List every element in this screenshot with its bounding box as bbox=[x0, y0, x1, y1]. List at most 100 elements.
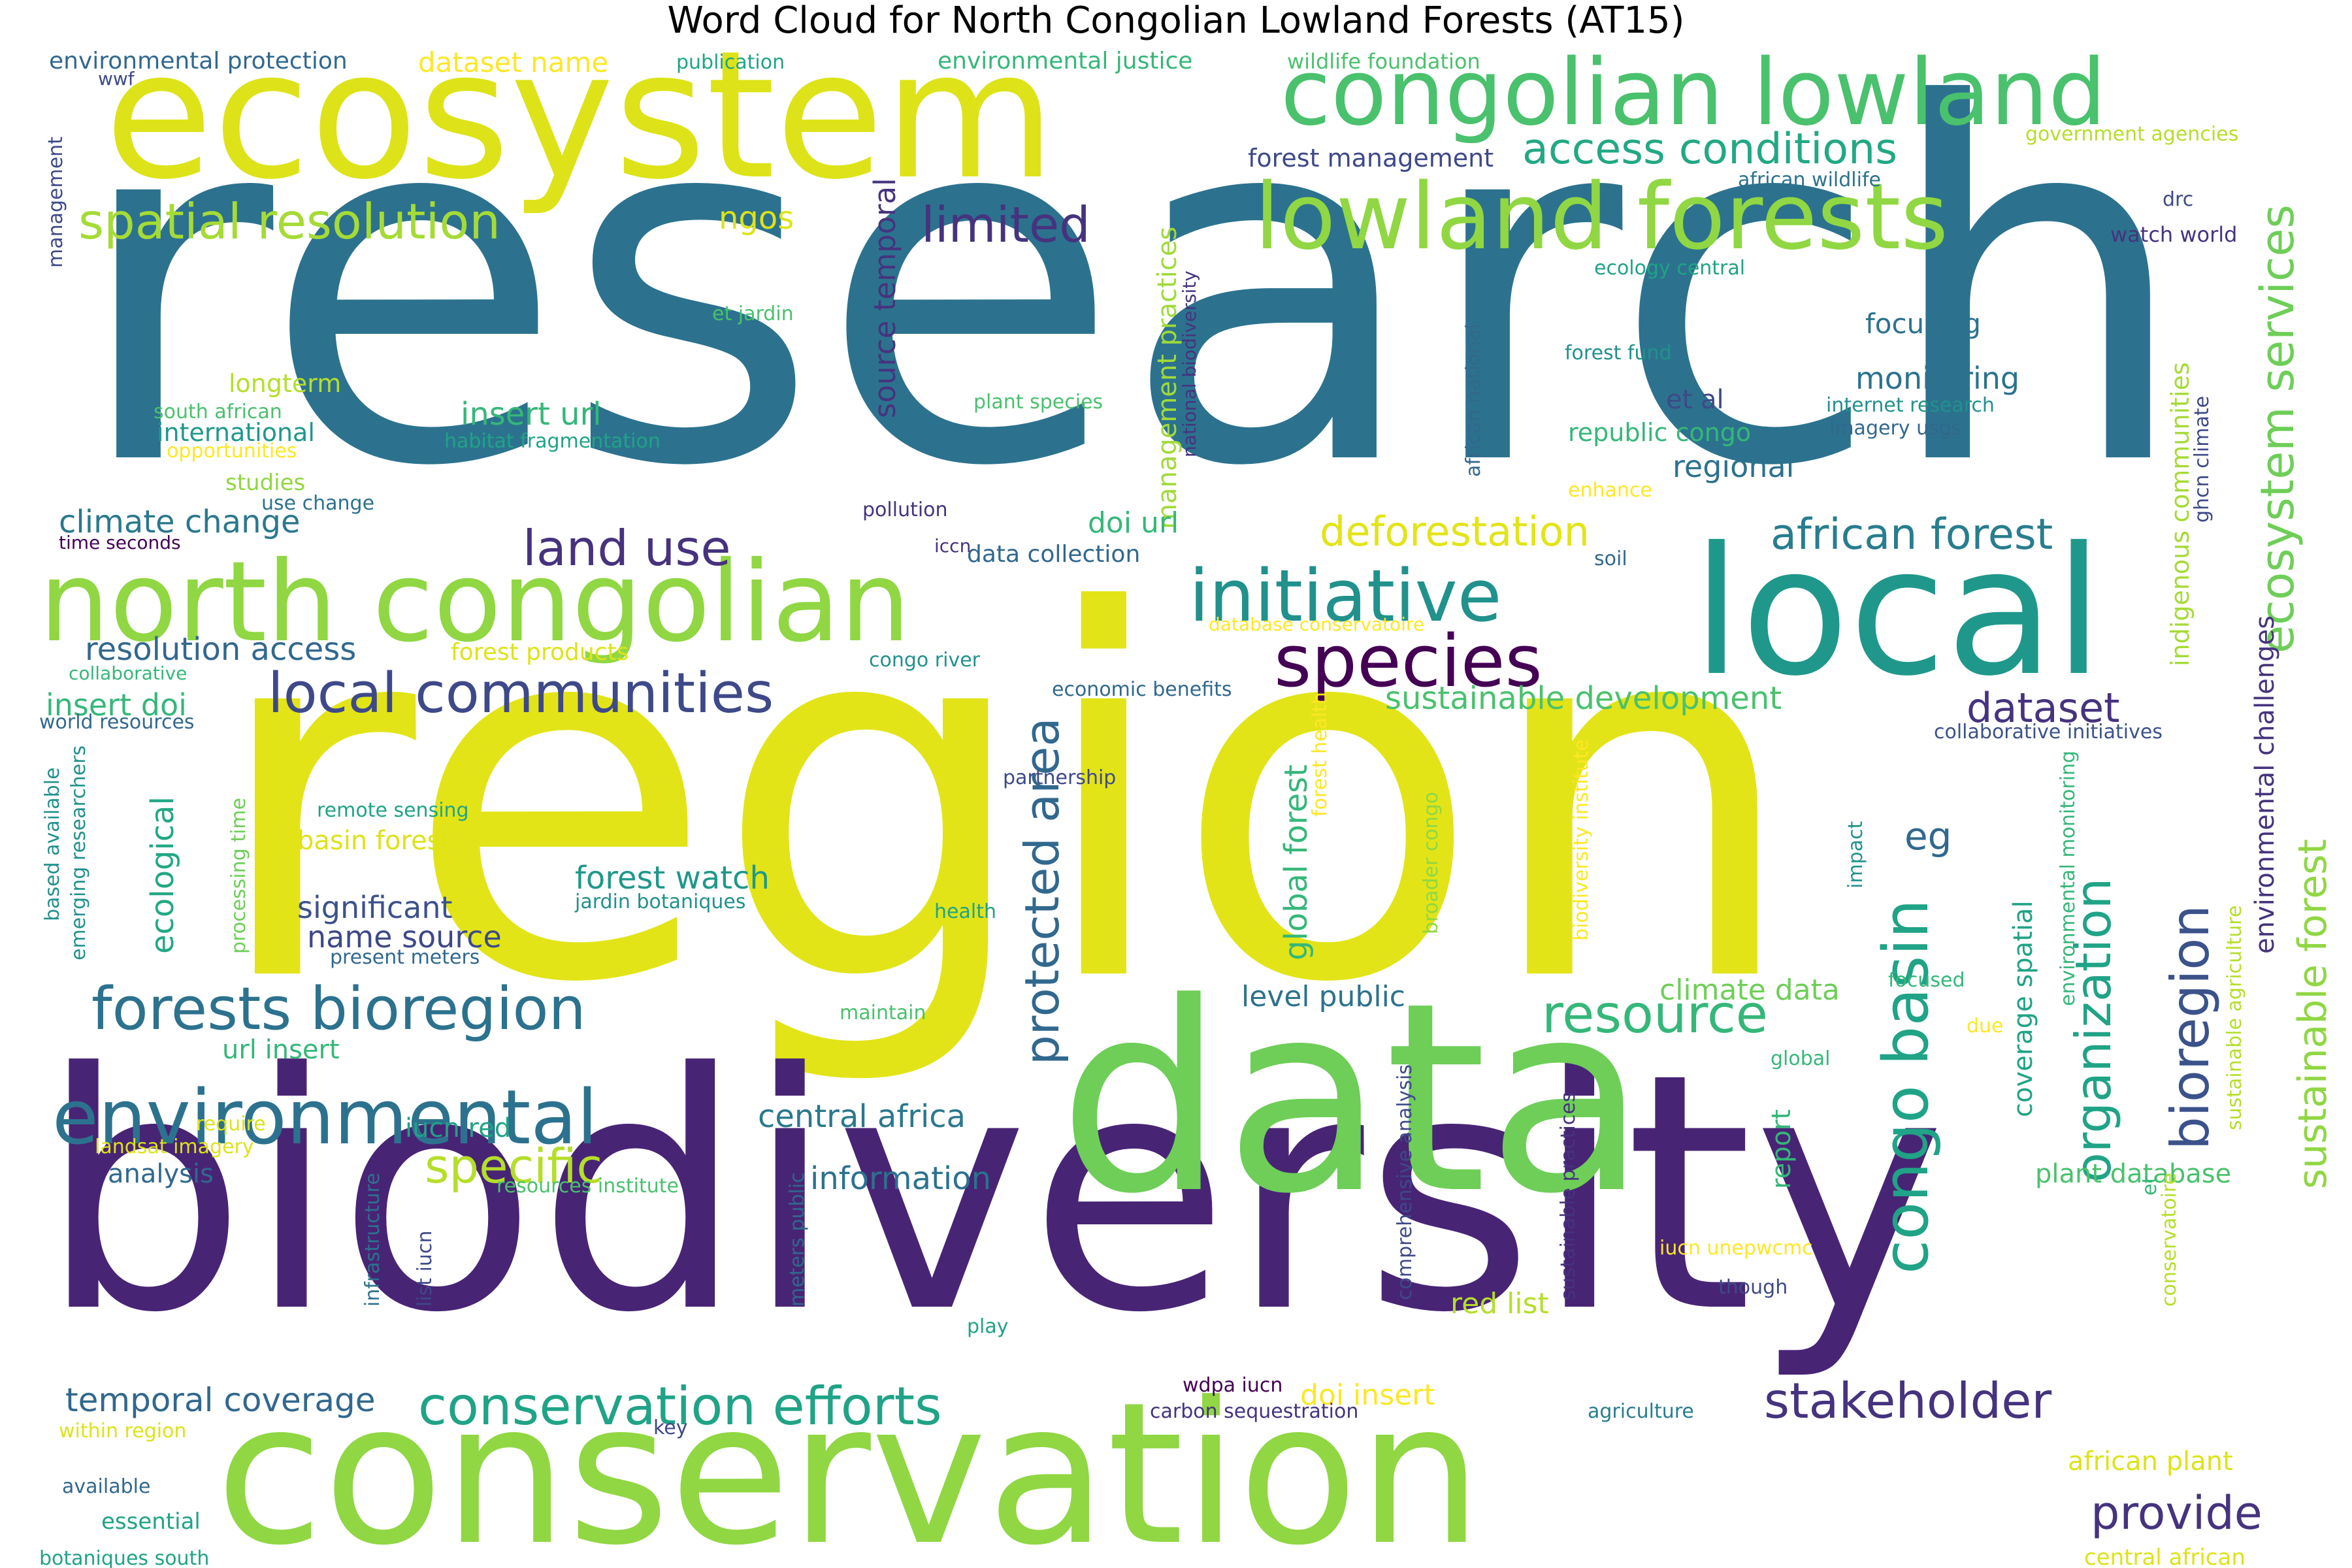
word-indigenous-communities: indigenous communities bbox=[2166, 362, 2195, 666]
word-though: though bbox=[1718, 1276, 1788, 1299]
word-significant: significant bbox=[297, 890, 453, 925]
word-list-iucn: list iucn bbox=[414, 1231, 436, 1307]
word-infrastructure: infrastructure bbox=[361, 1173, 384, 1307]
word-conservation: conservation bbox=[216, 1360, 1482, 1568]
word-collaborative: collaborative bbox=[69, 662, 187, 684]
word-broader-congo: broader congo bbox=[1420, 792, 1443, 934]
word-management-practices: management practices bbox=[1152, 227, 1183, 529]
word-conservation-efforts: conservation efforts bbox=[418, 1376, 942, 1437]
word-url-insert: url insert bbox=[222, 1035, 340, 1065]
word-lowland-forests: lowland forests bbox=[1254, 164, 1948, 270]
word-environmental-justice: environmental justice bbox=[938, 48, 1192, 74]
word-initiative: initiative bbox=[1189, 554, 1501, 638]
word-impact: impact bbox=[1844, 821, 1867, 889]
word-climate-change: climate change bbox=[59, 504, 301, 540]
word-partnership: partnership bbox=[1003, 766, 1116, 789]
word-et: et bbox=[2138, 1176, 2161, 1196]
word-eg: eg bbox=[1904, 814, 1952, 858]
word-ecosystem-services: ecosystem services bbox=[2251, 204, 2304, 653]
word-government-agencies: government agencies bbox=[2025, 123, 2238, 146]
word-global-forest: global forest bbox=[1278, 764, 1315, 960]
word-time-seconds: time seconds bbox=[59, 532, 181, 553]
word-database-conservatoire: database conservatoire bbox=[1209, 613, 1424, 635]
word-world-resources: world resources bbox=[39, 711, 195, 734]
word-ecology-central: ecology central bbox=[1594, 257, 1745, 280]
word-basin-forest: basin forest bbox=[297, 826, 451, 856]
word-habitat-fragmentation: habitat fragmentation bbox=[444, 430, 661, 453]
word-plant-database: plant database bbox=[2035, 1159, 2231, 1189]
word-use-change: use change bbox=[261, 492, 374, 515]
word-wildlife-foundation: wildlife foundation bbox=[1287, 49, 1480, 74]
word-environmental-challenges: environmental challenges bbox=[2250, 615, 2280, 954]
word-dataset: dataset bbox=[1967, 684, 2119, 732]
word-wwf: wwf bbox=[98, 68, 135, 90]
word-jardin-botaniques: jardin botaniques bbox=[574, 890, 746, 913]
word-spatial-resolution: spatial resolution bbox=[78, 193, 500, 250]
word-region: region bbox=[209, 506, 1800, 1092]
word-dataset-name: dataset name bbox=[418, 46, 608, 78]
word-congo-basin: congo basin bbox=[1870, 899, 1942, 1274]
word-data-collection: data collection bbox=[967, 541, 1140, 568]
word-landsat-imagery: landsat imagery bbox=[95, 1135, 254, 1158]
word-congolian-lowland: congolian lowland bbox=[1281, 40, 2106, 146]
word-environmental-protection: environmental protection bbox=[49, 48, 348, 74]
word-level-public: level public bbox=[1241, 980, 1405, 1013]
word-research: research bbox=[72, 3, 2192, 573]
word-temporal-coverage: temporal coverage bbox=[65, 1381, 376, 1419]
word-emerging-researchers: emerging researchers bbox=[67, 745, 90, 960]
word-meters-public: meters public bbox=[786, 1172, 809, 1307]
word-information: information bbox=[810, 1160, 991, 1197]
word-congo-river: congo river bbox=[869, 649, 981, 672]
word-biodiversity-institute: biodiversity institute bbox=[1570, 739, 1593, 941]
word-protected-area: protected area bbox=[1015, 717, 1070, 1065]
word-internet-research: internet research bbox=[1826, 394, 1995, 417]
word-environmental-monitoring: environmental monitoring bbox=[2057, 751, 2080, 1006]
word-require: require bbox=[196, 1113, 266, 1135]
word-doi-insert: doi insert bbox=[1300, 1379, 1435, 1412]
word-studies: studies bbox=[225, 470, 305, 496]
word-conservatoire: conservatoire bbox=[2158, 1173, 2181, 1307]
word-et-al: et al bbox=[1666, 385, 1724, 415]
word-ngos: ngos bbox=[719, 200, 794, 237]
word-publication: publication bbox=[676, 51, 785, 74]
word-available: available bbox=[62, 1475, 150, 1498]
word-stakeholder: stakeholder bbox=[1764, 1372, 2051, 1429]
word-agriculture: agriculture bbox=[1588, 1400, 1694, 1423]
word-processing-time: processing time bbox=[227, 798, 250, 954]
word-health: health bbox=[934, 900, 996, 923]
word-comprehensive-analysis: comprehensive analysis bbox=[1394, 1064, 1416, 1300]
word-resource: resource bbox=[1542, 984, 1768, 1045]
word-data: data bbox=[1058, 947, 1647, 1251]
word-watch-world: watch world bbox=[2110, 222, 2237, 247]
word-due: due bbox=[1967, 1015, 2004, 1037]
word-south-african: south african bbox=[154, 400, 282, 423]
word-african-plant: african plant bbox=[2068, 1446, 2233, 1477]
word-ecosystem: ecosystem bbox=[105, 12, 1056, 218]
word-bioregion: bioregion bbox=[2160, 905, 2221, 1150]
word-key: key bbox=[653, 1416, 688, 1439]
word-forest-health: forest health bbox=[1309, 692, 1331, 817]
word-monitoring: monitoring bbox=[1855, 361, 2019, 396]
word-within-region: within region bbox=[59, 1420, 186, 1443]
word-international: international bbox=[157, 418, 315, 447]
word-imagery-usgs: imagery usgs bbox=[1829, 417, 1961, 440]
word-coverage-spatial: coverage spatial bbox=[2008, 900, 2038, 1117]
word-botaniques-south: botaniques south bbox=[39, 1547, 209, 1568]
word-present-meters: present meters bbox=[330, 946, 480, 969]
word-sustainable-agriculture: sustainable agriculture bbox=[2223, 906, 2246, 1130]
word-wdpa-iucn: wdpa iucn bbox=[1183, 1374, 1282, 1397]
word-iucn-unepwcmc: iucn unepwcmc bbox=[1659, 1237, 1813, 1260]
word-global: global bbox=[1771, 1047, 1831, 1070]
word-species: species bbox=[1274, 619, 1543, 703]
word-doi-url: doi url bbox=[1088, 506, 1179, 540]
word-specific: specific bbox=[425, 1139, 602, 1194]
word-provide: provide bbox=[2091, 1486, 2262, 1540]
word-sustainable-development: sustainable development bbox=[1385, 680, 1782, 717]
word-sustainable-forest: sustainable forest bbox=[2290, 839, 2336, 1189]
word-regional: regional bbox=[1673, 449, 1794, 484]
word-african-wildlife: african wildlife bbox=[1738, 169, 1881, 191]
word-forest-products: forest products bbox=[451, 639, 629, 666]
word-opportunities: opportunities bbox=[167, 440, 297, 463]
word-resources-institute: resources institute bbox=[497, 1175, 679, 1198]
word-report: report bbox=[1767, 1109, 1797, 1189]
